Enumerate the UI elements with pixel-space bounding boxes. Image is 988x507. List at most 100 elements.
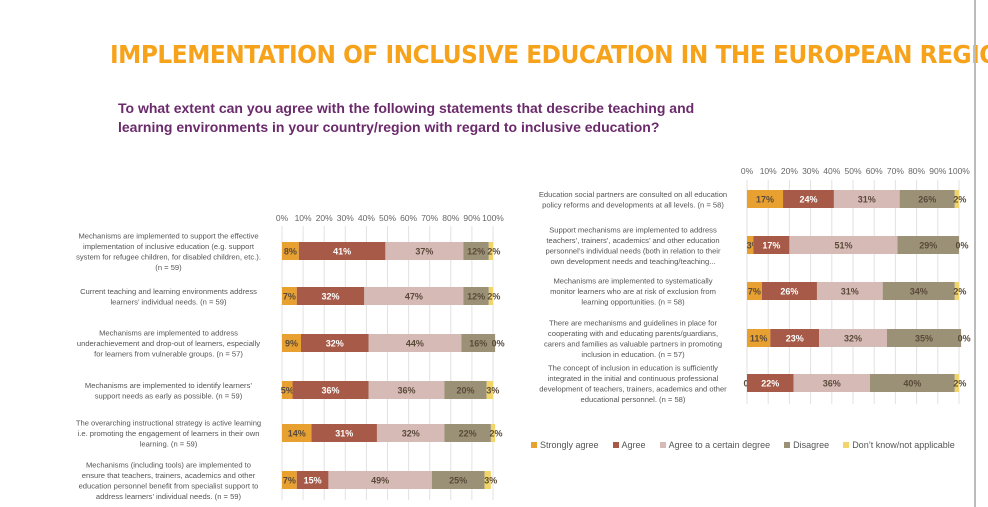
bar-segment: [376, 424, 445, 442]
tick-label: 80%: [442, 213, 459, 223]
bar-segment: [282, 334, 301, 352]
data-label: 3%: [747, 241, 760, 251]
data-label: 41%: [333, 247, 351, 257]
data-label: 32%: [402, 429, 420, 439]
tick-label: 90%: [463, 213, 480, 223]
bar-segment: [886, 329, 962, 347]
bar-segment: [282, 242, 299, 260]
category-label: for learners from vulnerable groups. (n …: [94, 350, 243, 359]
slide-border: [974, 0, 976, 507]
legend-item: Strongly agree: [531, 440, 599, 450]
category-label: carers and families as valuable partners…: [544, 339, 722, 348]
bar-segment: [431, 471, 485, 489]
data-label: 40%: [903, 379, 921, 389]
data-label: 31%: [841, 287, 859, 297]
bar-segment: [954, 374, 959, 392]
bar-segment: [484, 471, 491, 489]
bar-segment: [793, 374, 870, 392]
bar-segment: [819, 329, 887, 347]
legend-item: Agree: [612, 440, 646, 450]
tick-label: 50%: [844, 166, 861, 176]
category-label: learning. (n = 59): [140, 440, 198, 449]
data-label: 31%: [335, 429, 353, 439]
tick-label: 70%: [887, 166, 904, 176]
bar-segment: [833, 190, 900, 208]
bar-segment: [753, 236, 790, 254]
tick-label: 60%: [400, 213, 417, 223]
tick-label: 60%: [866, 166, 883, 176]
data-label: 0%: [492, 339, 505, 349]
legend-swatch: [531, 442, 537, 448]
tick-label: 30%: [802, 166, 819, 176]
bar-segment: [282, 471, 297, 489]
legend-swatch: [612, 442, 619, 448]
data-label: 47%: [405, 292, 423, 302]
bar-segment: [444, 424, 491, 442]
data-label: 25%: [449, 476, 467, 486]
category-label: teachers’, trainers’, academics’ and oth…: [546, 236, 719, 245]
legend-item: Disagree: [784, 440, 829, 450]
bar-segment: [747, 236, 754, 254]
bar-segment: [882, 282, 955, 300]
data-label: 3%: [486, 386, 499, 396]
data-label: 36%: [322, 386, 340, 396]
bar-segment: [328, 471, 432, 489]
bar-segment: [300, 334, 369, 352]
data-label: 32%: [844, 334, 862, 344]
data-label: 35%: [915, 334, 933, 344]
data-label: 29%: [919, 241, 937, 251]
legend-swatch: [784, 442, 791, 448]
category-label: Mechanisms are implemented to identify l…: [85, 381, 252, 390]
data-label: 2%: [489, 429, 502, 439]
bar-segment: [488, 242, 493, 260]
bar-segment: [368, 334, 462, 352]
data-label: 15%: [304, 476, 322, 486]
category-label: Mechanisms are implemented to address: [99, 329, 238, 338]
bar-segment: [488, 287, 493, 305]
bar-segment: [789, 236, 898, 254]
data-label: 9%: [285, 339, 298, 349]
category-label: underachievement and drop-out of learner…: [77, 339, 260, 348]
category-label: address learners’ individual needs. (n =…: [96, 492, 242, 501]
tick-label: 50%: [379, 213, 396, 223]
category-label: personnel’s individual needs (both in re…: [545, 246, 721, 255]
bar-segment: [783, 190, 834, 208]
bar-segment: [298, 242, 386, 260]
category-label: Mechanisms (including tools) are impleme…: [86, 460, 251, 469]
bar-segment: [816, 282, 883, 300]
category-label: Support mechanisms are implemented to ad…: [549, 225, 717, 234]
data-label: 7%: [748, 287, 761, 297]
legend-label: Disagree: [793, 440, 830, 450]
data-label: 32%: [322, 292, 340, 302]
data-label: 7%: [283, 292, 296, 302]
data-label: 32%: [326, 339, 344, 349]
category-label: cooperating with and educating parents/g…: [548, 329, 718, 338]
category-label: i.e. promoting the engagement of learner…: [78, 429, 260, 438]
data-label: 5%: [281, 386, 294, 396]
category-label: (n = 59): [155, 263, 182, 272]
data-label: 22%: [761, 379, 779, 389]
legend-label: Don’t know/not applicable: [852, 440, 955, 450]
bar-segment: [364, 287, 464, 305]
data-label: 34%: [910, 287, 928, 297]
bar-segment: [463, 287, 489, 305]
tick-label: 70%: [421, 213, 438, 223]
bar-segment: [770, 329, 820, 347]
data-label: 7%: [283, 476, 296, 486]
tick-label: 90%: [929, 166, 946, 176]
subtitle: To what extent can you agree with the fo…: [118, 100, 695, 135]
category-label: learning opportunities. (n = 58): [581, 298, 685, 307]
category-label: ensure that teachers, trainers, academic…: [82, 471, 256, 480]
data-label: 8%: [284, 247, 297, 257]
bar-segment: [282, 381, 293, 399]
tick-label: 20%: [781, 166, 798, 176]
tick-label: 40%: [823, 166, 840, 176]
data-label: 16%: [469, 339, 487, 349]
legend-label: Strongly agree: [540, 440, 599, 450]
page-title: IMPLEMENTATION OF INCLUSIVE EDUCATION IN…: [110, 40, 988, 69]
legend-item: Agree to a certain degree: [659, 440, 770, 450]
bar-segment: [368, 381, 445, 399]
bar-segment: [747, 190, 784, 208]
legend-item: Don’t know/not applicable: [843, 440, 955, 450]
bar-segment: [486, 381, 493, 399]
